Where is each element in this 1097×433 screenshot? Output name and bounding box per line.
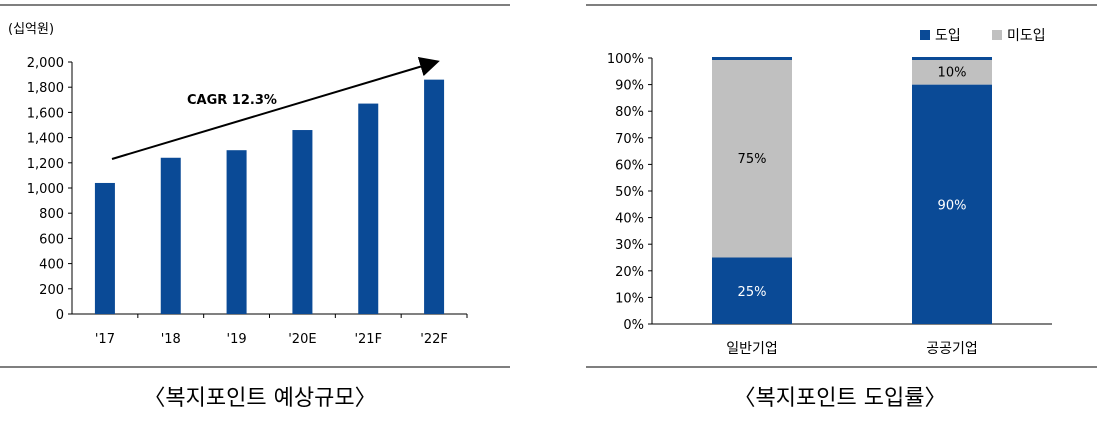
y-tick-label: 40% bbox=[615, 212, 644, 227]
unit-label: (십억원) bbox=[8, 22, 54, 37]
y-tick-label: 800 bbox=[39, 207, 64, 222]
data-label: 90% bbox=[938, 198, 967, 213]
y-tick-label: 60% bbox=[615, 158, 644, 173]
adoption-stacked-chart: 0% 10% 20% 30% 40% 50% 60% 70% 80% 90% 100% 25% 75% 일… bbox=[607, 28, 1052, 357]
forecast-bar-chart: (십억원) CAGR 12.3% 0 200 400 600 800 1,000 1,200… bbox=[8, 22, 468, 347]
x-tick-label: 공공기업 bbox=[926, 341, 978, 357]
x-tick-label: '21F bbox=[354, 332, 382, 347]
y-tick-label: 400 bbox=[39, 258, 64, 273]
legend-label: 도입 bbox=[935, 28, 961, 44]
y-tick-label: 20% bbox=[615, 265, 644, 280]
y-tick-label: 1,000 bbox=[27, 182, 64, 197]
bar bbox=[226, 150, 247, 314]
x-tick-label: 일반기업 bbox=[726, 341, 778, 357]
bar bbox=[160, 157, 181, 314]
stacked-segment-not-adopted bbox=[712, 58, 792, 258]
y-tick-label: 600 bbox=[39, 232, 64, 247]
stacked-segment-adopted bbox=[912, 84, 992, 324]
data-label: 75% bbox=[738, 152, 767, 167]
x-tick-label: '20E bbox=[288, 332, 316, 347]
y-tick-label: 200 bbox=[39, 283, 64, 298]
bottom-rule-left bbox=[0, 366, 510, 368]
legend-swatch bbox=[920, 30, 930, 40]
cagr-annotation: CAGR 12.3% bbox=[187, 93, 277, 108]
x-tick-label: '22F bbox=[420, 332, 448, 347]
caption-forecast: 〈복지포인트 예상규모〉 bbox=[143, 386, 377, 411]
bar-top-cap bbox=[712, 57, 792, 60]
data-label: 10% bbox=[938, 65, 967, 80]
data-label: 25% bbox=[738, 285, 767, 300]
bottom-rule-right bbox=[586, 366, 1097, 368]
x-tick-label: '19 bbox=[227, 332, 247, 347]
y-tick-label: 70% bbox=[615, 132, 644, 147]
y-tick-label: 10% bbox=[615, 291, 644, 306]
y-tick-label: 1,200 bbox=[27, 157, 64, 172]
bar bbox=[94, 182, 115, 314]
stacked-segment-not-adopted bbox=[912, 58, 992, 85]
y-tick-label: 1,600 bbox=[27, 106, 64, 121]
growth-arrow bbox=[111, 57, 440, 160]
y-tick-label: 0 bbox=[56, 308, 64, 323]
y-tick-label: 1,400 bbox=[27, 132, 64, 147]
bar bbox=[424, 79, 445, 314]
top-rule-right bbox=[586, 4, 1097, 6]
caption-adoption: 〈복지포인트 도입률〉 bbox=[733, 386, 947, 411]
x-tick-label: '17 bbox=[95, 332, 115, 347]
y-tick-label: 30% bbox=[615, 238, 644, 253]
top-rule-left bbox=[0, 4, 510, 6]
stacked-segment-adopted bbox=[712, 257, 792, 324]
legend-label: 미도입 bbox=[1007, 28, 1046, 44]
y-tick-label: 1,800 bbox=[27, 81, 64, 96]
y-tick-label: 0% bbox=[623, 318, 644, 333]
bar-top-cap bbox=[912, 57, 992, 60]
x-tick-label: '18 bbox=[161, 332, 181, 347]
y-tick-label: 50% bbox=[615, 185, 644, 200]
y-tick-label: 100% bbox=[607, 52, 644, 67]
bar bbox=[358, 103, 379, 314]
y-tick-label: 90% bbox=[615, 79, 644, 94]
y-tick-label: 80% bbox=[615, 105, 644, 120]
legend-swatch bbox=[992, 30, 1002, 40]
y-tick-label: 2,000 bbox=[27, 56, 64, 71]
bar bbox=[292, 130, 313, 314]
